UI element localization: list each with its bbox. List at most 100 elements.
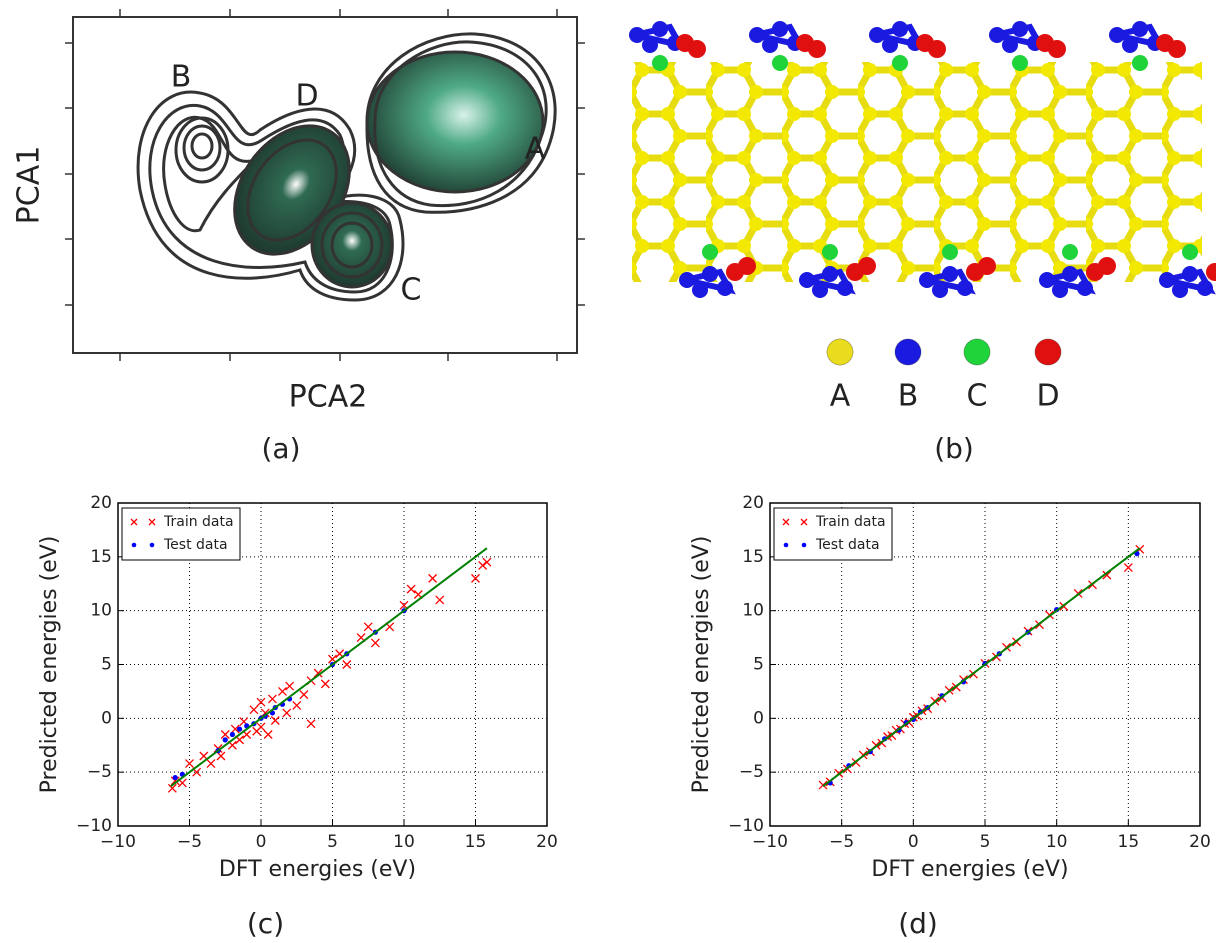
caption: (a) (261, 432, 300, 465)
y-tick-label: 0 (753, 708, 764, 728)
x-tick-label: 20 (536, 832, 558, 852)
atom (932, 282, 948, 298)
atom (837, 280, 853, 296)
train-point (283, 709, 291, 717)
train-point (483, 558, 491, 566)
train-point (293, 701, 301, 709)
y-tick-label: −10 (76, 816, 112, 836)
x-tick-label: 15 (465, 832, 487, 852)
y-tick-label: 10 (90, 601, 112, 621)
atom (822, 244, 838, 260)
atom (808, 40, 826, 58)
legend-label: Test data (815, 537, 880, 553)
atom (957, 280, 973, 296)
atom (1132, 21, 1148, 37)
train-point (186, 760, 194, 768)
train-point (407, 585, 415, 593)
atom (652, 21, 668, 37)
y-axis-label: Predicted energies (eV) (689, 536, 714, 794)
train-point (343, 661, 351, 669)
atom (892, 21, 908, 37)
atom (1062, 266, 1078, 282)
atom (1168, 40, 1186, 58)
caption: (c) (247, 907, 284, 940)
train-point (268, 695, 276, 703)
y-axis-label: Predicted energies (eV) (37, 536, 62, 794)
y-tick-label: 5 (753, 655, 764, 675)
atom (688, 40, 706, 58)
train-point (207, 760, 215, 768)
x-tick-label: −5 (829, 832, 854, 852)
train-point (371, 639, 379, 647)
train-point (271, 716, 279, 724)
x-tick-label: 5 (327, 832, 338, 852)
contours (138, 34, 555, 300)
y-tick-label: 20 (90, 493, 112, 513)
atom (1206, 263, 1216, 281)
lattice (632, 62, 1202, 282)
atom (1197, 280, 1213, 296)
scatter-chart: −10−505101520−10−505101520Train dataTest… (689, 493, 1211, 940)
atom (1012, 55, 1028, 71)
atom (1002, 37, 1018, 53)
caption: (d) (898, 907, 938, 940)
atom (989, 27, 1005, 43)
x-tick-label: 15 (1118, 832, 1140, 852)
atom (1052, 282, 1068, 298)
train-point (278, 687, 286, 695)
atom (1132, 55, 1148, 71)
atom (978, 257, 996, 275)
caption: (b) (934, 432, 974, 465)
legend-label: Test data (163, 537, 228, 553)
atom (928, 40, 946, 58)
cluster-label: B (171, 60, 192, 95)
atom (942, 244, 958, 260)
cluster-label: D (295, 79, 318, 114)
atom (679, 272, 695, 288)
train-point (257, 723, 265, 731)
legend-label: Train data (815, 514, 886, 530)
cluster-label: A (525, 132, 546, 167)
atom (869, 27, 885, 43)
x-tick-label: 0 (908, 832, 919, 852)
train-point (1124, 564, 1132, 572)
x-tick-label: 10 (1046, 832, 1068, 852)
atom (1182, 244, 1198, 260)
train-point (364, 623, 372, 631)
atom (1182, 266, 1198, 282)
legend-label: A (830, 379, 851, 414)
atom (1077, 280, 1093, 296)
legend-marker (895, 339, 921, 365)
atom (1039, 272, 1055, 288)
x-axis-label: DFT energies (eV) (871, 857, 1068, 882)
legend-label: Train data (163, 514, 234, 530)
atom (1048, 40, 1066, 58)
y-tick-label: 20 (742, 493, 764, 513)
atom (882, 37, 898, 53)
atom (892, 55, 908, 71)
x-tick-label: 20 (1189, 832, 1211, 852)
legend-marker (784, 543, 789, 548)
test-point (237, 727, 242, 732)
train-point (250, 706, 258, 714)
y-tick-label: −10 (728, 816, 764, 836)
train-point (286, 682, 294, 690)
test-point (173, 775, 178, 780)
test-point (230, 732, 235, 737)
atom (772, 21, 788, 37)
atom (629, 27, 645, 43)
atom (738, 257, 756, 275)
legend-marker (802, 543, 807, 548)
atom (692, 282, 708, 298)
y-tick-label: 15 (742, 547, 764, 567)
atom (702, 266, 718, 282)
y-axis-label: PCA1 (12, 146, 47, 225)
atom (1159, 272, 1175, 288)
atom (1172, 282, 1188, 298)
y-tick-label: 10 (742, 601, 764, 621)
atom (942, 266, 958, 282)
y-tick-label: 15 (90, 547, 112, 567)
atom (772, 55, 788, 71)
